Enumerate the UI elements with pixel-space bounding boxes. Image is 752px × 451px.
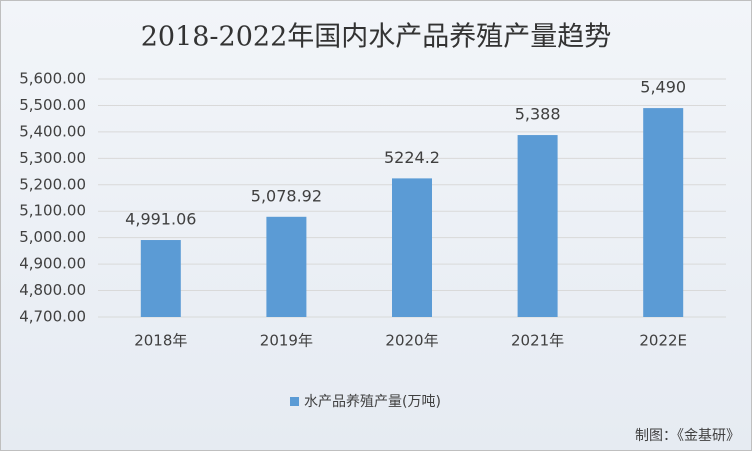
bar	[392, 178, 432, 317]
y-tick-label: 5,000.00	[19, 228, 86, 246]
data-label: 4,991.06	[125, 210, 196, 229]
y-tick-label: 5,300.00	[19, 149, 86, 167]
y-tick-label: 4,900.00	[19, 255, 86, 273]
x-tick-label: 2022E	[639, 332, 687, 350]
legend-label: 水产品养殖产量(万吨)	[304, 393, 441, 410]
bar	[643, 108, 684, 317]
data-label: 5,490	[640, 78, 686, 97]
source-note: 制图：《金基研》	[635, 427, 740, 444]
legend-swatch	[290, 397, 299, 406]
y-tick-label: 4,800.00	[19, 281, 86, 299]
bar	[517, 135, 558, 317]
bar	[140, 240, 181, 317]
y-tick-label: 5,100.00	[19, 202, 86, 220]
chart-title: 2018-2022年国内水产品养殖产量趋势	[141, 22, 612, 53]
bar	[266, 216, 307, 317]
x-tick-label: 2019年	[260, 332, 313, 350]
x-tick-label: 2020年	[385, 332, 438, 350]
x-tick-label: 2021年	[511, 332, 564, 350]
data-label: 5224.2	[384, 148, 440, 167]
data-label: 5,388	[515, 105, 561, 124]
y-tick-label: 4,700.00	[19, 308, 86, 326]
y-tick-label: 5,200.00	[19, 175, 86, 193]
y-tick-label: 5,400.00	[19, 122, 86, 140]
y-tick-label: 5,500.00	[19, 96, 86, 114]
y-tick-label: 5,600.00	[19, 70, 86, 88]
x-tick-label: 2018年	[134, 332, 187, 350]
data-label: 5,078.92	[251, 186, 322, 205]
